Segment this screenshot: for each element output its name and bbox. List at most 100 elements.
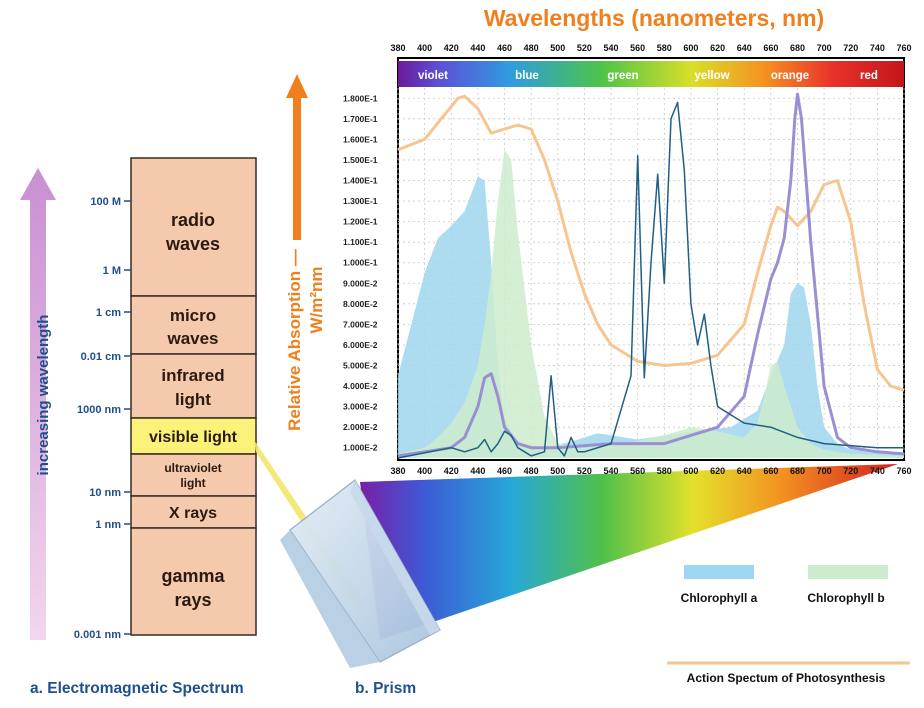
x-tick-bottom-13: 640: [737, 466, 752, 476]
x-tick-bottom-15: 680: [790, 466, 805, 476]
band-infrared: [130, 353, 257, 419]
y-tick-8: 9.000E-2: [343, 278, 378, 288]
band-visible-line1: visible light: [149, 429, 238, 446]
tick-1cm: 1 cm: [96, 307, 121, 319]
x-tick-bottom-18: 740: [870, 466, 885, 476]
x-tick-bottom-4: 460: [497, 466, 512, 476]
x-tick-top-14: 660: [763, 43, 778, 53]
color-name-orange: orange: [771, 70, 809, 82]
color-name-yellow: yellow: [694, 70, 729, 82]
band-infrared-line2: light: [175, 390, 211, 409]
band-radio-line2: waves: [165, 234, 220, 254]
y-tick-1: 2.000E-2: [343, 422, 378, 432]
rainbow-fan: [360, 464, 898, 640]
x-tick-bottom-1: 400: [417, 466, 432, 476]
color-name-blue: blue: [515, 70, 539, 82]
y-tick-15: 1.600E-1: [343, 134, 378, 144]
y-tick-14: 1.500E-1: [343, 155, 378, 165]
y-tick-4: 5.000E-2: [343, 361, 378, 371]
band-infrared-line1: infrared: [161, 366, 224, 385]
color-bar: [398, 61, 904, 87]
y-tick-10: 1.100E-1: [343, 237, 378, 247]
grid: [397, 88, 905, 458]
prism: [280, 479, 441, 668]
legend-swatch-chl-b: [808, 565, 888, 579]
legend-swatch-chl-a: [684, 565, 754, 579]
em-spectrum-caption: a. Electromagnetic Spectrum: [30, 680, 244, 697]
y-tick-17: 1.800E-1: [343, 93, 378, 103]
legend-action: Action Spectum of Photosynthesis: [687, 671, 886, 685]
x-tick-bottom-2: 420: [444, 466, 459, 476]
x-tick-bottom-8: 540: [604, 466, 619, 476]
series-purple-absorption: [397, 92, 905, 458]
color-name-green: green: [607, 70, 638, 82]
em-band-column: radio waves micro waves infrared light v…: [130, 157, 257, 636]
x-tick-top-0: 380: [390, 43, 405, 53]
band-uv-line1: ultraviolet: [164, 461, 221, 475]
x-tick-top-6: 500: [550, 43, 565, 53]
y-tick-11: 1.200E-1: [343, 217, 378, 227]
x-tick-bottom-7: 520: [577, 466, 592, 476]
legend-chl-a: Chlorophyll a: [681, 591, 758, 605]
x-tick-top-2: 420: [444, 43, 459, 53]
y-ticks: 1.000E-2 2.000E-2 3.000E-2 4.000E-2 5.000E-2…: [343, 93, 378, 452]
x-tick-top-3: 440: [470, 43, 485, 53]
y-tick-5: 6.000E-2: [343, 340, 378, 350]
x-tick-top-13: 640: [737, 43, 752, 53]
x-tick-bottom-19: 760: [896, 466, 911, 476]
x-tick-top-1: 400: [417, 43, 432, 53]
band-uv-line2: light: [180, 476, 205, 490]
x-tick-top-4: 460: [497, 43, 512, 53]
y-tick-2: 3.000E-2: [343, 402, 378, 412]
x-tick-top-18: 740: [870, 43, 885, 53]
band-gamma: [130, 527, 257, 636]
band-gamma-line1: gamma: [161, 566, 225, 586]
y-tick-16: 1.700E-1: [343, 114, 378, 124]
prism-caption: b. Prism: [355, 680, 416, 697]
wavelength-ticks: 100 M 1 M 1 cm 0.01 cm 1000 nm 10 nm 1 n…: [74, 196, 131, 641]
x-tick-top-12: 620: [710, 43, 725, 53]
x-tick-top-10: 580: [657, 43, 672, 53]
x-tick-top-15: 680: [790, 43, 805, 53]
tick-0001nm: 0.001 nm: [74, 629, 121, 641]
color-name-violet: violet: [418, 70, 448, 82]
x-tick-bottom-10: 580: [657, 466, 672, 476]
y-axis-label-2: W/m²nm: [307, 266, 326, 333]
x-tick-top-8: 540: [604, 43, 619, 53]
x-tick-top-7: 520: [577, 43, 592, 53]
x-ticks-bottom: 380 400 420 440 460 480 500 520 540 560 580 600 620 6…: [390, 466, 911, 476]
series-dark-absorption: [397, 101, 904, 459]
y-tick-0: 1.000E-2: [343, 443, 378, 453]
x-tick-top-16: 700: [817, 43, 832, 53]
increasing-wavelength-label: increasing wavelength: [35, 315, 52, 476]
x-ticks-top: 380 400 420 440 460 480 500 520 540 560 580 600 620 6…: [390, 43, 911, 53]
x-tick-bottom-3: 440: [470, 466, 485, 476]
y-tick-3: 4.000E-2: [343, 381, 378, 391]
x-tick-top-5: 480: [524, 43, 539, 53]
band-gamma-line2: rays: [174, 590, 211, 610]
color-name-red: red: [860, 70, 878, 82]
y-tick-7: 8.000E-2: [343, 299, 378, 309]
color-names: violet blue green yellow orange red: [418, 70, 878, 82]
x-tick-bottom-0: 380: [390, 466, 405, 476]
series-chlorophyll-b: [398, 149, 904, 458]
x-tick-bottom-16: 700: [817, 466, 832, 476]
x-tick-bottom-12: 620: [710, 466, 725, 476]
x-tick-bottom-9: 560: [630, 466, 645, 476]
y-tick-13: 1.400E-1: [343, 176, 378, 186]
band-xray-line1: X rays: [169, 505, 217, 522]
band-micro-line1: micro: [170, 306, 216, 325]
legend-chl-b: Chlorophyll b: [807, 591, 884, 605]
x-tick-bottom-11: 600: [683, 466, 698, 476]
x-tick-bottom-14: 660: [763, 466, 778, 476]
tick-10nm: 10 nm: [89, 487, 121, 499]
band-micro: [130, 295, 257, 355]
y-axis-label-1: Relative Absorption —: [285, 249, 304, 431]
x-tick-bottom-5: 480: [524, 466, 539, 476]
y-tick-12: 1.300E-1: [343, 196, 378, 206]
tick-1nm: 1 nm: [95, 519, 121, 531]
band-radio-line1: radio: [171, 210, 215, 230]
x-tick-top-17: 720: [843, 43, 858, 53]
